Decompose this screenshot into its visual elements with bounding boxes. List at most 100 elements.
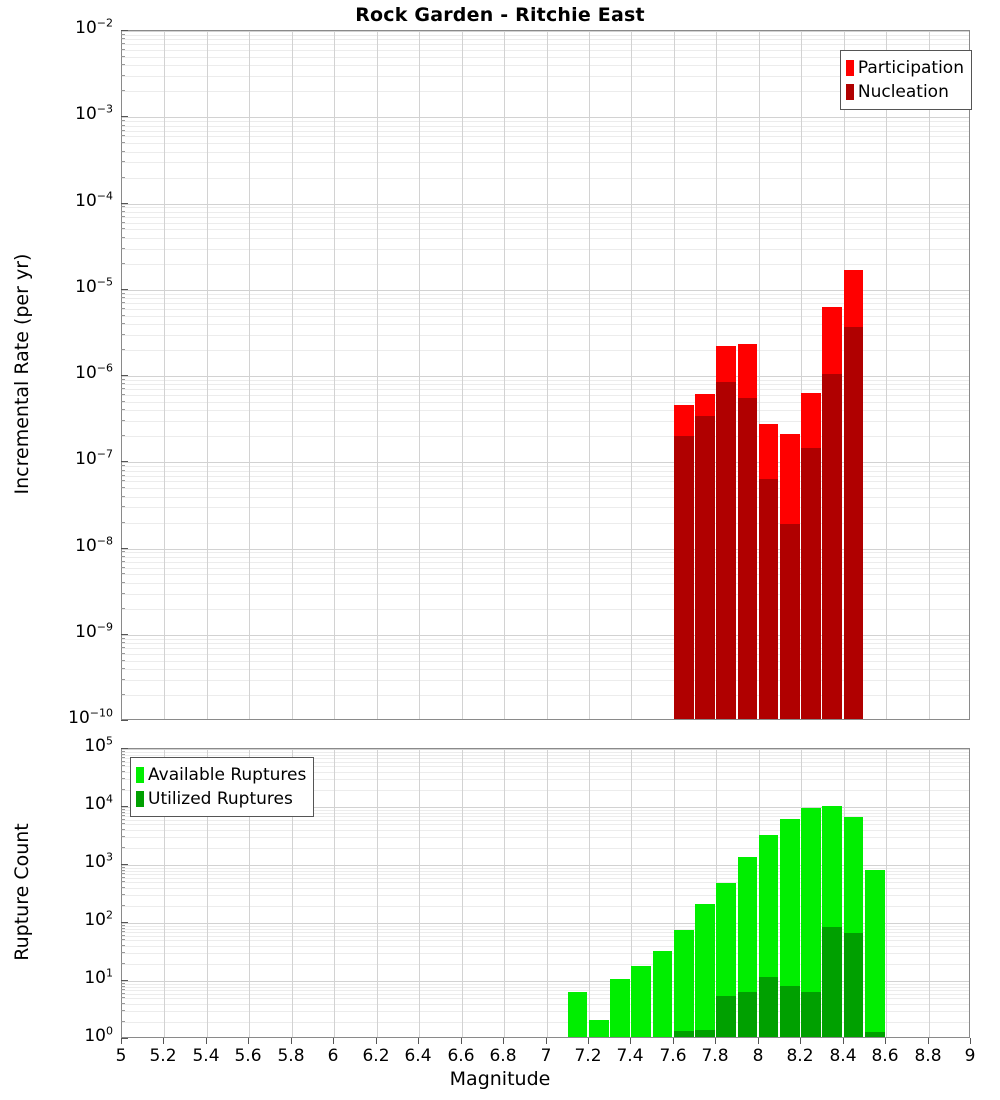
bar-group[interactable] xyxy=(610,749,630,1037)
gridline-minor xyxy=(122,76,969,77)
gridline-minor xyxy=(122,813,969,814)
bar-group[interactable] xyxy=(822,31,843,719)
gridline-minor xyxy=(122,264,969,265)
y-tick-minor xyxy=(121,757,125,758)
y-tick-minor xyxy=(121,573,125,574)
gridline-minor xyxy=(122,178,969,179)
bar-group[interactable] xyxy=(695,749,715,1037)
y-tick-minor xyxy=(121,297,125,298)
gridline-minor xyxy=(122,758,969,759)
gridline-vertical xyxy=(589,31,590,719)
bar-group[interactable] xyxy=(843,749,864,1037)
bar-group[interactable] xyxy=(652,749,673,1037)
y-tick-minor xyxy=(121,293,125,294)
bar-group[interactable] xyxy=(779,31,800,719)
bar-group[interactable] xyxy=(716,31,737,719)
x-tick-label: 7.6 xyxy=(659,1046,687,1066)
bottom-bars-layer xyxy=(122,749,969,1037)
gridline-minor xyxy=(122,984,969,985)
y-tick-label: 10−10 xyxy=(68,706,113,728)
gridline-minor xyxy=(122,44,969,45)
y-tick-minor xyxy=(121,125,125,126)
bar-group[interactable] xyxy=(567,749,588,1037)
gridline-vertical xyxy=(334,749,335,1037)
y-tick-minor xyxy=(121,506,125,507)
x-tick-label: 6.2 xyxy=(362,1046,390,1066)
bar-group[interactable] xyxy=(758,749,779,1037)
x-tick-label: 6 xyxy=(327,1046,339,1066)
x-tick-label: 5.4 xyxy=(192,1046,220,1066)
y-tick-minor xyxy=(121,34,125,35)
x-tick xyxy=(206,1038,207,1044)
gridline-minor xyxy=(122,1011,969,1012)
y-tick-minor xyxy=(121,771,125,772)
gridline-vertical xyxy=(547,31,548,719)
gridline-vertical xyxy=(674,31,675,719)
bar-group[interactable] xyxy=(801,749,821,1037)
bar-group[interactable] xyxy=(864,749,885,1037)
gridline-minor xyxy=(122,946,969,947)
legend-item-utilized-ruptures[interactable]: Utilized Ruptures xyxy=(136,787,306,811)
gridline-vertical xyxy=(292,749,293,1037)
y-tick-minor xyxy=(121,151,125,152)
legend-item-available-ruptures[interactable]: Available Ruptures xyxy=(136,763,306,787)
y-tick-label: 10−6 xyxy=(75,361,113,383)
bar-group[interactable] xyxy=(673,31,694,719)
y-tick-minor xyxy=(121,870,125,871)
bar-segment-utilized-ruptures xyxy=(737,991,758,1037)
gridline-minor xyxy=(122,929,969,930)
y-tick-minor xyxy=(121,161,125,162)
bar-group[interactable] xyxy=(737,31,758,719)
gridline-minor xyxy=(122,421,969,422)
gridline-minor xyxy=(122,217,969,218)
y-tick-minor xyxy=(121,925,125,926)
y-tick-minor xyxy=(121,142,125,143)
page-title: Rock Garden - Ritchie East xyxy=(355,4,645,26)
bar-group[interactable] xyxy=(695,31,715,719)
bar-group[interactable] xyxy=(631,749,652,1037)
nucleation-swatch-icon xyxy=(845,84,854,100)
x-tick-label: 5.2 xyxy=(149,1046,177,1066)
gridline-minor xyxy=(122,152,969,153)
bar-group[interactable] xyxy=(588,749,609,1037)
x-tick-label: 5.6 xyxy=(234,1046,262,1066)
legend-item-participation[interactable]: Participation xyxy=(845,56,964,80)
gridline-vertical xyxy=(886,749,887,1037)
y-tick-minor xyxy=(121,435,125,436)
gridline-vertical xyxy=(377,749,378,1037)
bar-segment-utilized-ruptures xyxy=(673,1031,694,1037)
gridline-minor xyxy=(122,820,969,821)
gridline-minor xyxy=(122,471,969,472)
bar-group[interactable] xyxy=(779,749,800,1037)
legend-item-nucleation[interactable]: Nucleation xyxy=(845,80,964,104)
gridline-minor xyxy=(122,994,969,995)
y-tick-minor xyxy=(121,638,125,639)
bar-segment-utilized-ruptures xyxy=(801,991,821,1037)
bar-segment-utilized-ruptures xyxy=(843,932,864,1037)
bar-group[interactable] xyxy=(716,749,737,1037)
gridline-vertical xyxy=(207,749,208,1037)
gridline-major xyxy=(122,117,969,118)
gridline-vertical xyxy=(759,31,760,719)
gridline-vertical xyxy=(547,749,548,1037)
gridline-major xyxy=(122,204,969,205)
gridline-minor xyxy=(122,350,969,351)
x-tick xyxy=(715,1038,716,1044)
bar-group[interactable] xyxy=(801,31,821,719)
gridline-vertical xyxy=(419,749,420,1037)
gridline-minor xyxy=(122,906,969,907)
gridline-minor xyxy=(122,324,969,325)
bar-group[interactable] xyxy=(673,749,694,1037)
legend-label-nucleation: Nucleation xyxy=(857,81,949,102)
bar-segment-available-ruptures xyxy=(864,869,885,1037)
bar-group[interactable] xyxy=(737,749,758,1037)
legend-label-participation: Participation xyxy=(857,57,964,78)
y-tick-minor xyxy=(121,809,125,810)
gridline-minor xyxy=(122,882,969,883)
bar-group[interactable] xyxy=(843,31,864,719)
bar-group[interactable] xyxy=(822,749,843,1037)
y-tick-minor xyxy=(121,939,125,940)
x-tick xyxy=(121,1038,122,1044)
bar-segment-nucleation xyxy=(673,436,694,719)
bar-group[interactable] xyxy=(758,31,779,719)
